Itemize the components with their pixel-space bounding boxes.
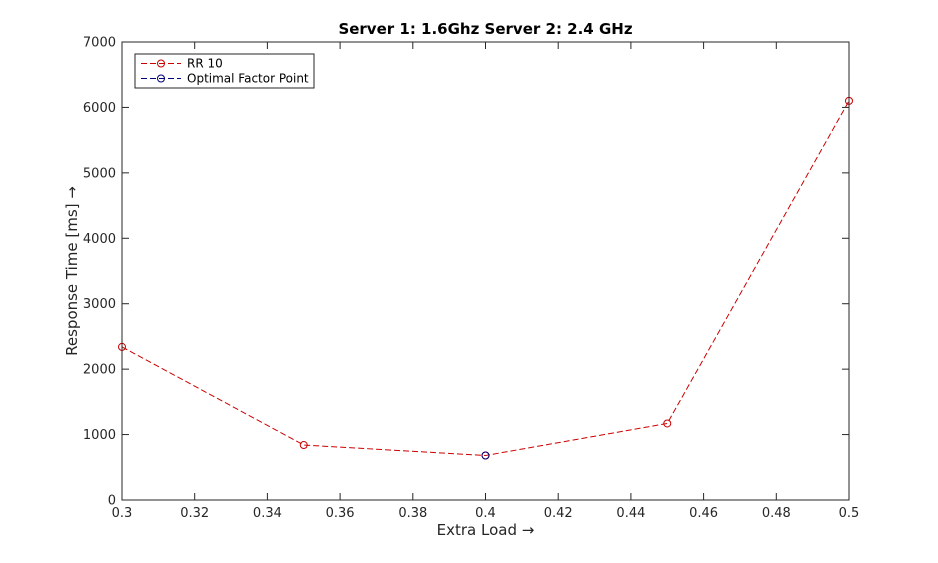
- legend: RR 10 Optimal Factor Point: [134, 53, 315, 89]
- y-tick-label: 2000: [83, 363, 116, 378]
- x-tick-label: 0.42: [544, 506, 573, 521]
- series-optimal-factor-point: [481, 451, 490, 460]
- x-tick-label: 0.3: [112, 506, 133, 521]
- x-tick-label: 0.32: [180, 506, 209, 521]
- x-tick-label: 0.48: [762, 506, 791, 521]
- series-line-rr-10: [121, 100, 850, 457]
- plot-area: [122, 42, 849, 500]
- y-tick-label: 5000: [83, 166, 116, 181]
- x-tick-label: 0.34: [253, 506, 282, 521]
- legend-box: [134, 53, 315, 89]
- data-point-rr-10: [663, 419, 672, 428]
- x-tick-label: 0.38: [398, 506, 427, 521]
- x-axis-label: Extra Load →: [437, 521, 535, 539]
- y-tick-label: 7000: [83, 36, 116, 51]
- data-point-optimal-factor-point: [481, 451, 490, 460]
- legend-label-rr10: RR 10: [187, 57, 223, 71]
- chart-title: Server 1: 1.6Ghz Server 2: 2.4 GHz: [338, 20, 632, 38]
- plot-frame: [121, 41, 850, 501]
- y-axis-label: Response Time [ms] →: [63, 186, 81, 356]
- y-tick-label: 1000: [83, 428, 116, 443]
- x-tick-label: 0.44: [616, 506, 645, 521]
- y-tick-label: 0: [108, 494, 116, 509]
- legend-label-optimal: Optimal Factor Point: [187, 72, 309, 86]
- y-tick-label: 3000: [83, 297, 116, 312]
- legend-marker-rr10: [157, 59, 165, 68]
- x-tick-label: 0.4: [475, 506, 496, 521]
- data-point-rr-10: [299, 441, 308, 450]
- legend-marker-optimal: [157, 74, 165, 83]
- axes: 0.3 0.32 0.34 0.36 0.38 0.4 0.42 0.44 0.46 0.48 0.…: [83, 36, 859, 522]
- x-tick-label: 0.36: [326, 506, 355, 521]
- x-tick-label: 0.46: [689, 506, 718, 521]
- x-tick-label: 0.5: [839, 506, 860, 521]
- y-tick-label: 6000: [83, 101, 116, 116]
- y-tick-label: 4000: [83, 232, 116, 247]
